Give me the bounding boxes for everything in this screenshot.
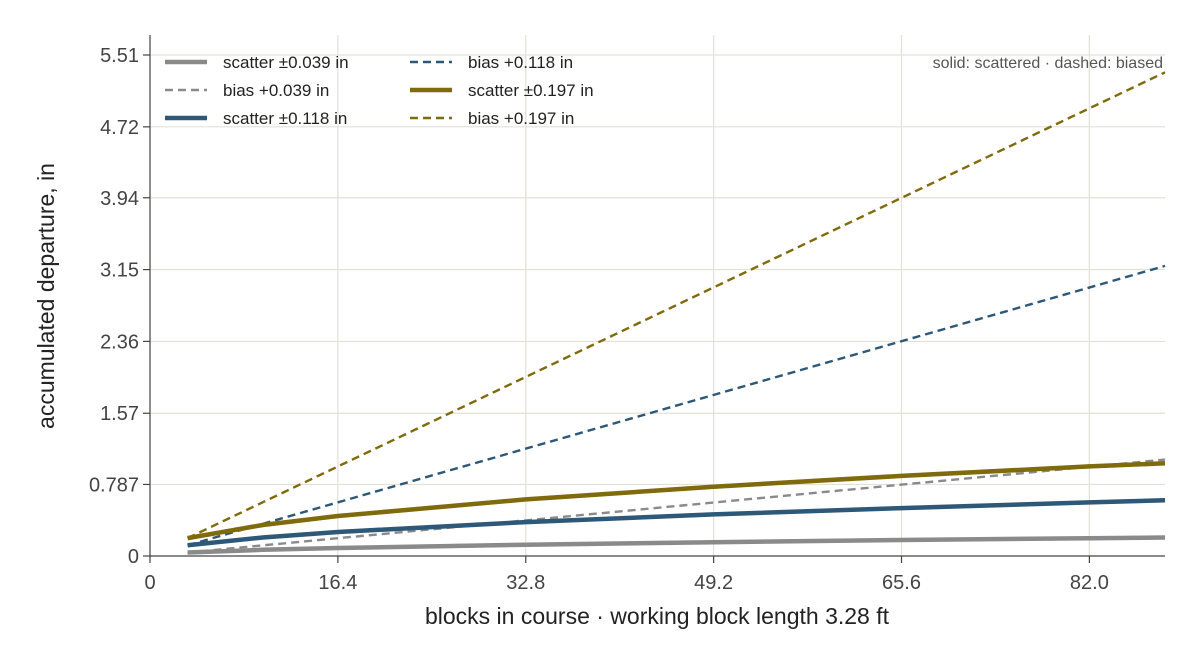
series-line-scatter-0-039-in (187, 535, 1166, 555)
legend-label-scatter-0-197-in: scatter ±0.197 in (468, 81, 594, 100)
y-tick-label: 0.787 (89, 474, 139, 496)
series-line-bias-0-118-in (187, 264, 1166, 547)
x-tick-label: 82.0 (1070, 572, 1109, 594)
legend: scatter ±0.039 in bias +0.039 in scatter ±… (165, 53, 594, 128)
x-axis-label: blocks in course · working block length … (425, 603, 890, 629)
series-line-bias-0-197-in (187, 71, 1166, 540)
grid (150, 35, 1165, 556)
y-tick-label: 1.57 (100, 403, 139, 425)
series-line-scatter-0-197-in (187, 461, 1166, 541)
legend-label-bias-0-118-in: bias +0.118 in (468, 53, 573, 72)
axes: 0 0.787 1.57 2.36 3.15 3.94 4.72 5.51 0 16.4 32.8 4… (89, 35, 1165, 594)
y-tick-label: 5.51 (100, 45, 139, 67)
series-line-scatter-0-118-in (187, 498, 1166, 548)
legend-label-scatter-0-118-in: scatter ±0.118 in (223, 109, 347, 128)
series-line-bias-0-039-in (187, 458, 1166, 554)
x-tick-label: 32.8 (506, 572, 545, 594)
x-tick-label: 0 (144, 572, 155, 594)
x-tick-label: 65.6 (882, 572, 921, 594)
y-tick-label: 4.72 (100, 117, 139, 139)
y-tick-label: 3.15 (100, 260, 139, 282)
y-tick-label: 0 (128, 546, 139, 568)
legend-label-bias-0-039-in: bias +0.039 in (223, 81, 329, 100)
chart-annotation: solid: scattered · dashed: biased (933, 55, 1163, 72)
legend-label-bias-0-197-in: bias +0.197 in (468, 109, 574, 128)
x-tick-label: 49.2 (694, 572, 733, 594)
y-tick-label: 3.94 (100, 188, 139, 210)
legend-label-scatter-0-039-in: scatter ±0.039 in (223, 53, 349, 72)
y-tick-label: 2.36 (100, 331, 139, 353)
series-layer (187, 71, 1166, 555)
x-tick-label: 16.4 (318, 572, 357, 594)
y-axis-label: accumulated departure, in (33, 163, 59, 429)
